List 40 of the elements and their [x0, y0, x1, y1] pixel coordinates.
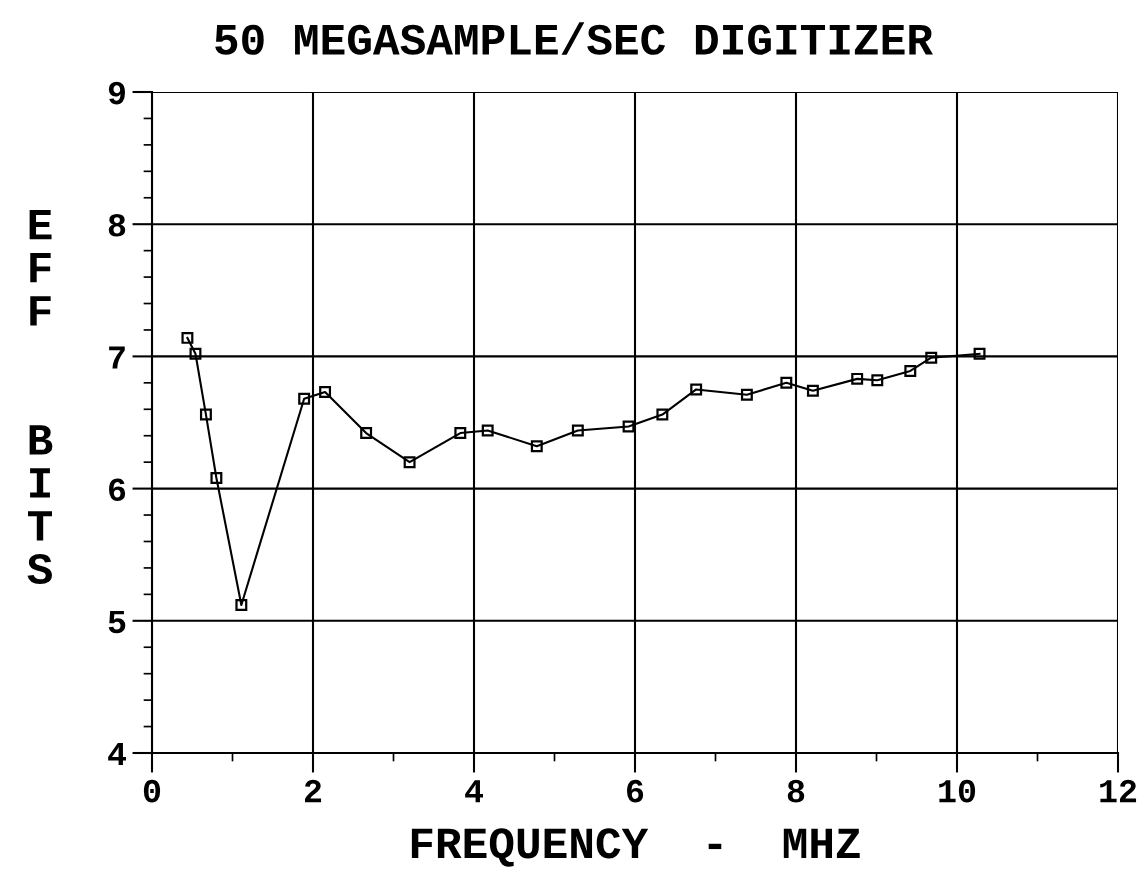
- y-tick-label: 9: [108, 81, 125, 105]
- y-tick-label: 8: [108, 213, 126, 237]
- point: [530, 440, 543, 453]
- point: [780, 376, 793, 389]
- point: [904, 364, 917, 377]
- chart-title: 50 MEGASAMPLE/SEC DIGITIZER: [215, 22, 933, 55]
- text: EFF BITS: [27, 210, 53, 585]
- point: [210, 472, 223, 484]
- y-tick-label: 7: [109, 346, 125, 369]
- point: [360, 427, 373, 440]
- point: [481, 424, 494, 437]
- point: [403, 456, 416, 469]
- point: [851, 372, 864, 385]
- x-tick-label: 8: [787, 779, 805, 803]
- point: [181, 331, 194, 344]
- point: [690, 383, 703, 396]
- point: [571, 424, 584, 437]
- point: [298, 392, 311, 405]
- y-tick-label: 6: [109, 478, 126, 502]
- point: [806, 384, 819, 397]
- y-tick-label: 4: [108, 743, 127, 766]
- point: [622, 420, 635, 433]
- x-tick-label: 6: [627, 779, 644, 803]
- point: [973, 347, 986, 360]
- point: [319, 386, 332, 399]
- x-tick-label: 4: [465, 780, 484, 803]
- x-axis-title: FREQUENCY - MHZ: [411, 828, 860, 867]
- point: [656, 408, 669, 421]
- x-tick-label: 12: [1100, 779, 1137, 803]
- point: [199, 408, 212, 421]
- point: [189, 347, 202, 360]
- point: [925, 351, 938, 364]
- point: [871, 374, 884, 387]
- point: [454, 427, 467, 440]
- point: [235, 598, 248, 611]
- point: [740, 388, 753, 401]
- x-tick-label: 0: [143, 779, 161, 803]
- x-tick-label: 2: [305, 779, 322, 803]
- x-tick-label: 10: [939, 779, 976, 803]
- y-tick-label: 5: [108, 610, 126, 634]
